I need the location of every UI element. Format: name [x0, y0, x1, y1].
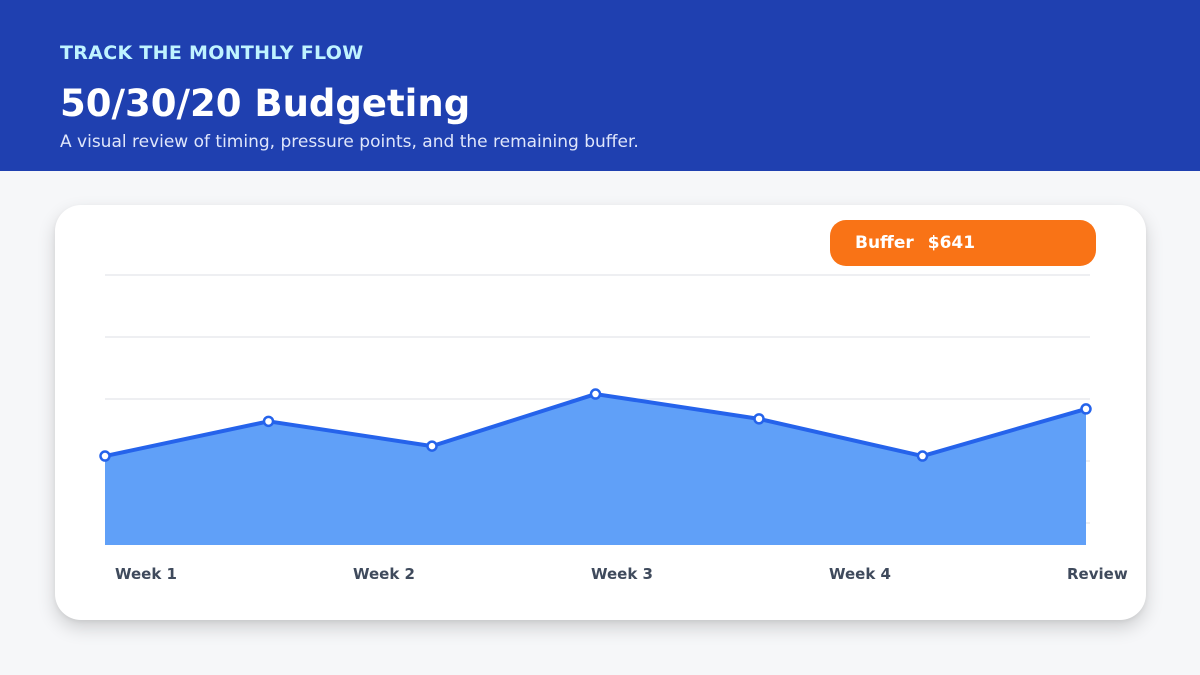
data-point: [589, 388, 602, 400]
page-subtitle: A visual review of timing, pressure poin…: [60, 132, 639, 152]
header-banner: TRACK THE MONTHLY FLOW 50/30/20 Budgetin…: [0, 0, 1200, 171]
data-point: [753, 413, 765, 425]
page-title: 50/30/20 Budgeting: [60, 82, 471, 125]
series-points: [99, 388, 1092, 462]
x-tick-label: Week 1: [115, 565, 177, 583]
data-point: [1080, 403, 1092, 415]
eyebrow-text: TRACK THE MONTHLY FLOW: [60, 42, 364, 64]
buffer-label: Buffer: [855, 233, 914, 253]
x-tick-label: Week 2: [353, 565, 415, 583]
x-tick-label: Week 4: [829, 565, 891, 583]
data-point: [262, 415, 275, 428]
data-point: [99, 450, 111, 462]
x-tick-label: Review: [1067, 565, 1128, 583]
buffer-badge: Buffer $641: [830, 220, 1096, 266]
data-point: [426, 440, 438, 452]
x-tick-label: Week 3: [591, 565, 653, 583]
data-point: [916, 450, 929, 462]
x-axis-ticks: Week 1 Week 2 Week 3 Week 4 Review: [115, 565, 1128, 583]
series-area: [105, 394, 1086, 545]
buffer-value: $641: [927, 233, 976, 253]
